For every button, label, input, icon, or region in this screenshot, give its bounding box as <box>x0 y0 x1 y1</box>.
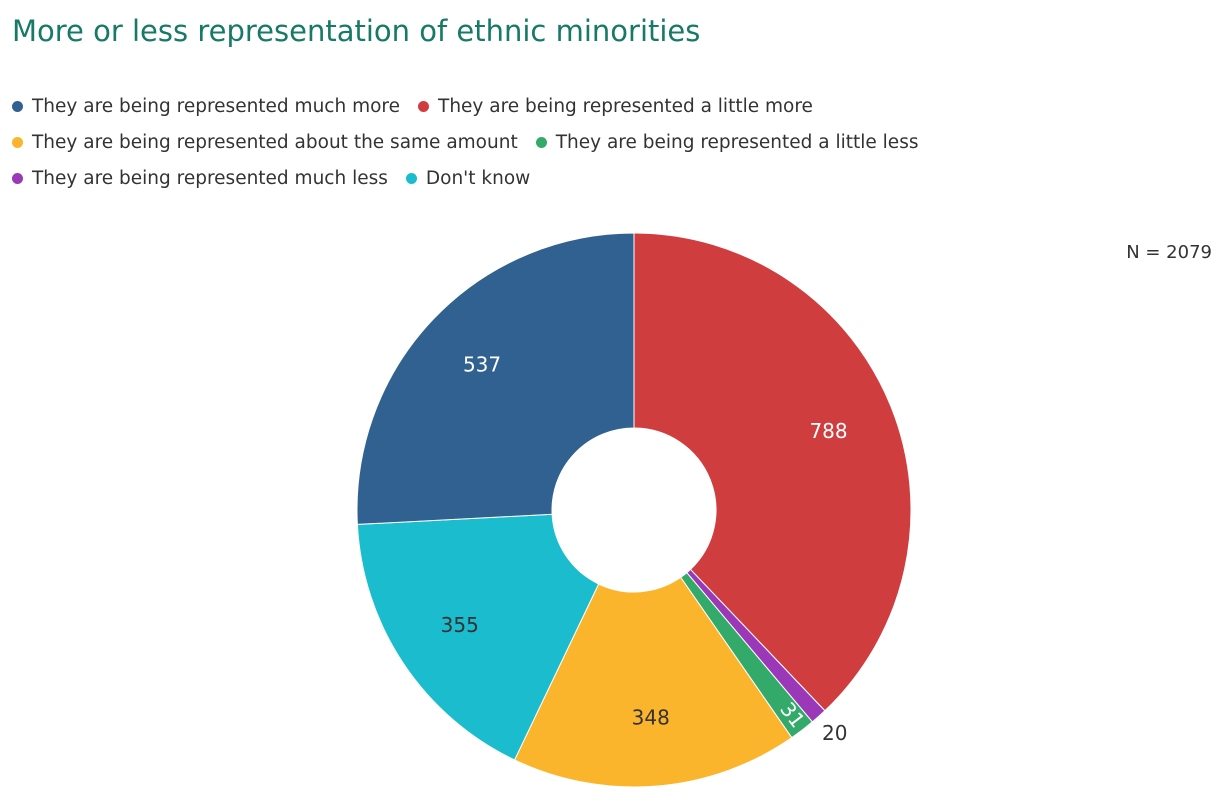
chart-title: More or less representation of ethnic mi… <box>12 14 701 48</box>
data-label: 355 <box>441 613 479 637</box>
slice <box>513 576 793 788</box>
data-label: 788 <box>809 419 847 443</box>
legend-marker <box>405 172 417 184</box>
legend-label: They are being represented a little more <box>438 95 813 117</box>
data-label: 20 <box>822 721 847 745</box>
legend-item[interactable]: They are being represented a little more <box>418 88 813 124</box>
legend-marker <box>535 136 547 148</box>
legend-label: They are being represented a little less <box>555 131 919 153</box>
legend-item[interactable]: Don't know <box>405 160 531 196</box>
legend-label: Don't know <box>425 167 531 189</box>
legend: They are being represented much more They… <box>12 88 972 196</box>
data-label: 348 <box>632 705 670 729</box>
legend-marker <box>12 172 23 184</box>
legend-marker <box>418 100 430 112</box>
legend-label: They are being represented much less <box>32 167 388 189</box>
slice <box>633 232 912 712</box>
annotation: N = 2079 <box>1126 242 1212 263</box>
legend-marker <box>12 100 23 112</box>
legend-item[interactable]: They are being represented about the sam… <box>12 124 518 160</box>
legend-item[interactable]: They are being represented a little less <box>535 124 919 160</box>
legend-label: They are being represented much more <box>32 95 401 117</box>
slice <box>356 513 600 761</box>
legend-label: They are being represented about the sam… <box>32 131 518 153</box>
legend-item[interactable]: They are being represented much less <box>12 160 388 196</box>
data-label: 537 <box>463 352 501 376</box>
legend-marker <box>12 136 23 148</box>
legend-item[interactable]: They are being represented much more <box>12 88 400 124</box>
slice <box>356 232 635 525</box>
